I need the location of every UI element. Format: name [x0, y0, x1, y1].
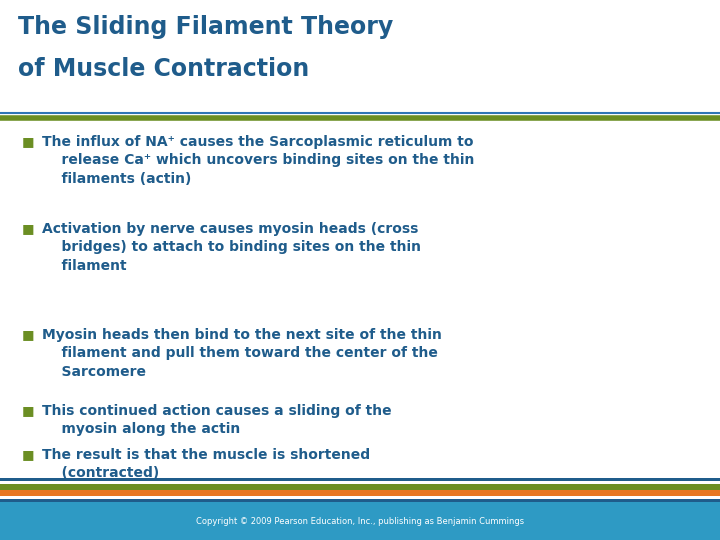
- Text: ■: ■: [22, 328, 35, 341]
- Text: ■: ■: [22, 448, 35, 461]
- Text: ■: ■: [22, 222, 35, 235]
- FancyBboxPatch shape: [0, 502, 720, 540]
- Text: The Sliding Filament Theory: The Sliding Filament Theory: [18, 15, 393, 39]
- FancyBboxPatch shape: [0, 481, 720, 484]
- Text: The influx of NA⁺ causes the Sarcoplasmic reticulum to
    release Ca⁺ which unc: The influx of NA⁺ causes the Sarcoplasmi…: [42, 135, 474, 186]
- FancyBboxPatch shape: [0, 484, 720, 490]
- Text: ■: ■: [22, 404, 35, 417]
- Text: of Muscle Contraction: of Muscle Contraction: [18, 57, 310, 81]
- Text: The result is that the muscle is shortened
    (contracted): The result is that the muscle is shorten…: [42, 448, 370, 481]
- Text: This continued action causes a sliding of the
    myosin along the actin: This continued action causes a sliding o…: [42, 404, 392, 436]
- FancyBboxPatch shape: [0, 490, 720, 496]
- Text: Activation by nerve causes myosin heads (cross
    bridges) to attach to binding: Activation by nerve causes myosin heads …: [42, 222, 421, 273]
- Text: Copyright © 2009 Pearson Education, Inc., publishing as Benjamin Cummings: Copyright © 2009 Pearson Education, Inc.…: [196, 516, 524, 525]
- Text: Myosin heads then bind to the next site of the thin
    filament and pull them t: Myosin heads then bind to the next site …: [42, 328, 442, 379]
- Text: ■: ■: [22, 135, 35, 148]
- FancyBboxPatch shape: [0, 496, 720, 499]
- FancyBboxPatch shape: [0, 499, 720, 502]
- FancyBboxPatch shape: [0, 478, 720, 481]
